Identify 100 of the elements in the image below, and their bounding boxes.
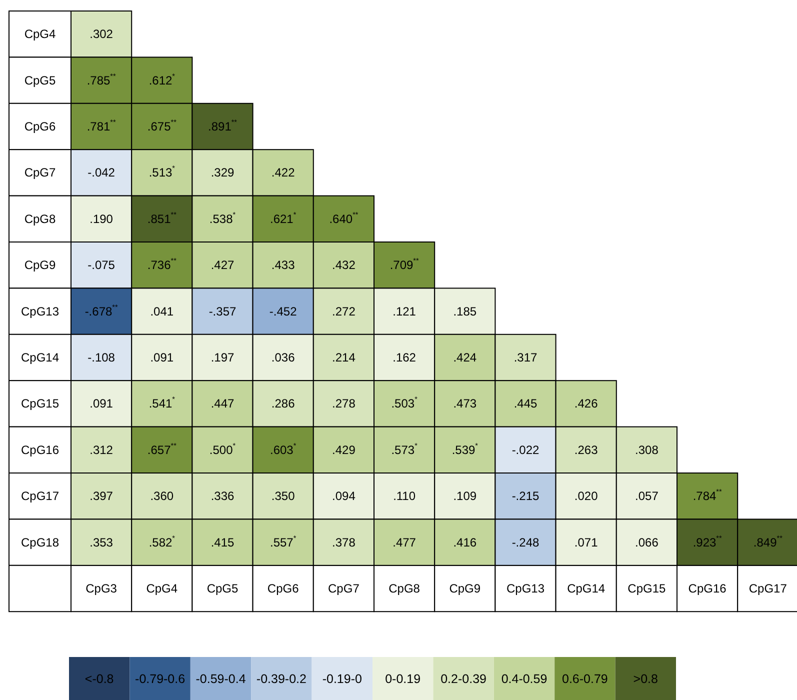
data-label: .557$^{*}$ (270, 533, 296, 550)
data-label: .110 (393, 489, 416, 504)
x-tick-label: CpG9 (449, 582, 481, 596)
color-bar-label: -0.19-0 (322, 672, 362, 686)
y-tick-label: CpG4 (24, 27, 56, 42)
color-bar-label: >0.8 (633, 672, 658, 686)
color-bar-label: 0.6-0.79 (562, 672, 608, 686)
data-label: .091 (150, 350, 174, 364)
data-label: .427 (210, 258, 234, 272)
data-label: .657$^{**}$ (147, 440, 177, 457)
data-label: .891$^{**}$ (208, 118, 238, 134)
data-label: .397 (90, 489, 114, 504)
data-label: .416 (453, 535, 477, 550)
data-label: .433 (271, 258, 296, 272)
data-label: .582$^{*}$ (148, 533, 176, 550)
y-tick-label: CpG9 (24, 258, 56, 272)
data-label: .036 (271, 350, 296, 364)
color-bar-label: -0.79-0.6 (135, 672, 186, 686)
y-tick-label: CpG15 (20, 396, 60, 411)
data-label: .336 (210, 489, 234, 504)
data-label: -.108 (88, 350, 116, 364)
data-label: .473 (453, 396, 477, 411)
data-label: .500$^{*}$ (209, 440, 236, 457)
data-label: .094 (332, 489, 356, 504)
color-bar-label: -0.59-0.4 (196, 672, 246, 686)
data-label: .784$^{**}$ (692, 487, 722, 504)
x-tick-label: CpG3 (86, 582, 118, 596)
data-label: .378 (332, 535, 356, 550)
x-tick-label: CpG13 (506, 582, 545, 596)
data-label: .317 (514, 350, 538, 364)
data-label: .041 (150, 304, 174, 318)
y-tick-label: CpG7 (24, 166, 56, 180)
data-label: .286 (271, 396, 296, 411)
data-label: .422 (271, 166, 296, 180)
data-label: .424 (453, 350, 477, 364)
data-label: .612$^{*}$ (148, 71, 176, 88)
data-label: .426 (574, 396, 598, 411)
data-label: .066 (635, 535, 659, 550)
data-label: .849$^{**}$ (753, 533, 783, 550)
data-label: .640$^{**}$ (329, 210, 358, 226)
y-tick-label: CpG6 (24, 120, 56, 134)
x-tick-label: CpG7 (328, 582, 360, 596)
data-label: .020 (574, 489, 598, 504)
data-label: .573$^{*}$ (391, 440, 418, 457)
data-label: .675$^{**}$ (147, 118, 177, 134)
x-tick-label: CpG16 (688, 582, 727, 596)
data-label: .302 (90, 27, 114, 42)
data-label: .353 (90, 535, 114, 550)
x-tick-label: CpG17 (748, 582, 788, 596)
x-tick-label: CpG14 (567, 582, 606, 596)
color-bar-label: 0.2-0.39 (440, 672, 487, 686)
data-label: .312 (90, 442, 114, 457)
y-tick-label: CpG13 (20, 304, 60, 318)
data-label: -.248 (512, 535, 540, 550)
data-label: .477 (392, 535, 416, 550)
color-bar-label: <-0.8 (84, 672, 114, 686)
data-label: .432 (332, 258, 356, 272)
data-label: .185 (453, 304, 477, 318)
x-tick-label: CpG15 (628, 582, 666, 596)
data-label: .263 (574, 442, 598, 457)
data-label: .329 (210, 166, 234, 180)
data-label: .091 (90, 396, 114, 411)
data-label: -.215 (512, 489, 540, 504)
color-bar-label: 0.4-0.59 (501, 672, 548, 686)
data-label: .071 (574, 535, 598, 550)
y-tick-label: CpG8 (24, 212, 56, 226)
data-label: .736$^{**}$ (147, 256, 177, 272)
data-label: .109 (453, 489, 477, 504)
data-label: .603$^{*}$ (270, 440, 296, 457)
data-label: .415 (210, 535, 234, 550)
data-label: .197 (210, 350, 234, 364)
data-label: .621$^{*}$ (270, 210, 296, 226)
data-label: -.022 (512, 442, 540, 457)
data-label: -.075 (88, 258, 116, 272)
data-label: .513$^{*}$ (148, 164, 176, 180)
y-tick-label: CpG5 (24, 73, 56, 88)
y-tick-label: CpG16 (20, 442, 60, 457)
data-label: .429 (332, 442, 356, 457)
data-label: .350 (271, 489, 296, 504)
data-label: .190 (90, 212, 114, 226)
data-label: .121 (392, 304, 416, 318)
data-label: .272 (332, 304, 356, 318)
data-label: .851$^{**}$ (147, 210, 177, 226)
data-label: .057 (635, 489, 659, 504)
data-label: .445 (514, 396, 538, 411)
y-tick-label: CpG18 (20, 535, 60, 550)
data-label: .923$^{**}$ (692, 533, 722, 550)
data-label: .539$^{*}$ (452, 440, 478, 457)
data-label: .214 (332, 350, 356, 364)
y-tick-label: CpG14 (20, 350, 60, 364)
x-tick-label: CpG4 (146, 582, 178, 596)
data-label: -.357 (208, 304, 236, 318)
x-tick-label: CpG6 (267, 582, 300, 596)
data-label: -.678$^{**}$ (84, 302, 118, 318)
data-label: .538$^{*}$ (209, 210, 236, 226)
data-label: .447 (210, 396, 234, 411)
data-label: .162 (392, 350, 416, 364)
data-label: .503$^{*}$ (391, 394, 418, 411)
x-tick-label: CpG5 (206, 582, 238, 596)
data-label: .709$^{**}$ (390, 256, 419, 272)
